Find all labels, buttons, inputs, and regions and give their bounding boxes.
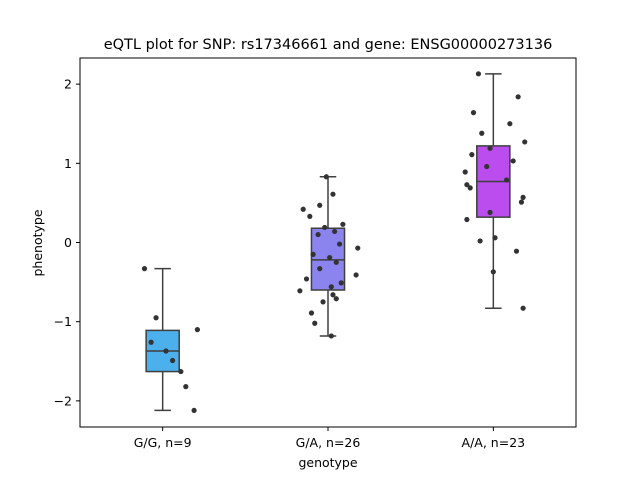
data-point: [317, 266, 323, 272]
y-tick-label: 0: [64, 235, 72, 250]
data-point: [333, 259, 339, 265]
data-point: [303, 276, 310, 282]
data-point: [467, 185, 473, 191]
data-point: [492, 235, 498, 241]
data-point: [328, 284, 334, 290]
data-point: [510, 158, 516, 164]
data-point: [520, 194, 526, 200]
data-point: [322, 224, 328, 231]
data-point: [332, 228, 338, 235]
y-tick-label: −2: [54, 393, 72, 408]
data-point: [520, 305, 526, 311]
data-point: [340, 221, 346, 227]
x-tick-label: G/G, n=9: [134, 435, 192, 450]
x-tick-label: A/A, n=23: [462, 435, 526, 450]
data-point: [194, 327, 200, 333]
data-point: [178, 368, 184, 375]
data-point: [330, 191, 336, 197]
data-point: [353, 272, 359, 278]
data-point: [327, 254, 333, 261]
data-point: [312, 320, 318, 326]
data-point: [518, 199, 525, 205]
data-point: [484, 163, 490, 170]
data-point: [330, 292, 336, 298]
data-point: [487, 145, 493, 151]
data-point: [169, 357, 176, 364]
data-point: [148, 339, 154, 345]
y-tick-label: 1: [64, 156, 72, 171]
data-point: [477, 238, 483, 244]
data-point: [317, 202, 323, 208]
data-point: [490, 269, 496, 275]
y-tick-label: −1: [54, 314, 72, 329]
data-point: [479, 130, 485, 136]
data-point: [470, 110, 477, 116]
data-point: [333, 296, 339, 302]
data-point: [163, 348, 169, 354]
y-tick-label: 2: [64, 77, 72, 92]
data-point: [183, 384, 189, 390]
data-point: [464, 182, 470, 188]
data-point: [191, 407, 197, 413]
chart-title: eQTL plot for SNP: rs17346661 and gene: …: [104, 37, 553, 53]
data-point: [328, 333, 334, 339]
data-point: [320, 299, 326, 305]
data-point: [153, 315, 159, 321]
data-point: [513, 248, 520, 254]
y-axis-label: phenotype: [30, 209, 45, 276]
x-tick-label: G/A, n=26: [296, 435, 361, 450]
x-axis-label: genotype: [298, 455, 357, 470]
data-point: [336, 241, 343, 247]
axes: −2 −1 0 1 2 G/G, n=9 G/A, n=26 A/A, n=23: [54, 77, 526, 450]
data-point: [475, 71, 482, 77]
data-point: [503, 177, 510, 183]
data-point: [522, 139, 528, 145]
data-point: [462, 169, 468, 175]
data-point: [315, 231, 321, 238]
data-point: [323, 174, 329, 180]
plot-area: [141, 71, 528, 413]
data-point: [308, 310, 315, 316]
data-point: [469, 152, 475, 158]
data-point: [515, 94, 521, 100]
data-point: [297, 288, 303, 294]
data-point: [355, 245, 361, 251]
data-point: [141, 266, 148, 272]
data-point: [507, 121, 513, 127]
data-point: [338, 280, 344, 286]
data-point: [310, 251, 316, 257]
data-point: [307, 213, 313, 219]
data-point: [464, 216, 470, 223]
data-point: [487, 209, 493, 216]
data-point: [300, 206, 306, 212]
